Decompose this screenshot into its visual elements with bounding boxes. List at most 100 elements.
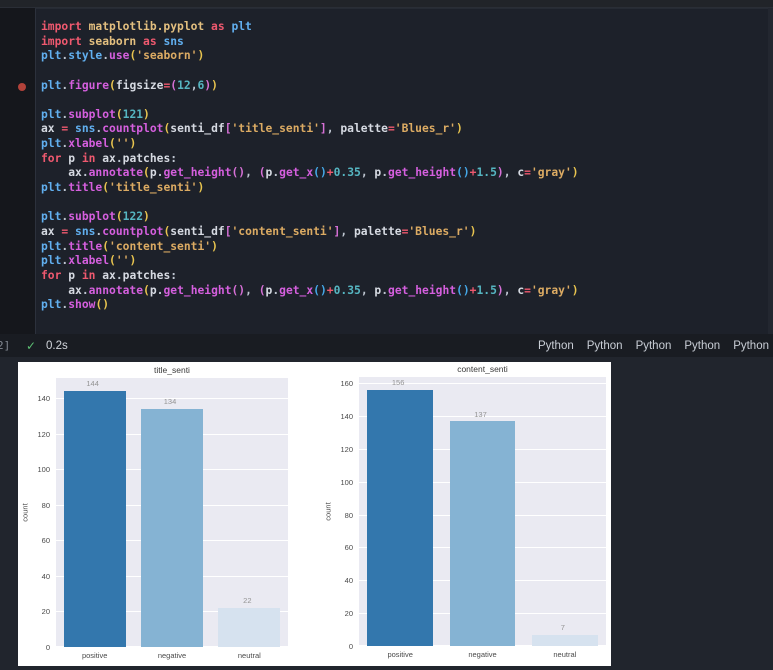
y-tick-label: 100 (340, 477, 353, 487)
execution-count: 2] (0, 339, 11, 352)
cell-output: title_senti count 0 20 40 60 80 100 120 140 144 pos… (0, 357, 773, 670)
code-line[interactable]: plt.title('content_senti') (41, 240, 579, 255)
bar-value-label: 134 (163, 396, 177, 406)
code-token: ( (115, 210, 123, 224)
code-line[interactable]: plt.show() (41, 298, 579, 313)
kernel-picker[interactable]: Python (537, 339, 574, 352)
code-token: ( (115, 107, 123, 121)
code-token: ) (455, 122, 463, 136)
bar (141, 408, 203, 647)
kernel-picker[interactable]: Python (733, 339, 769, 352)
breakpoint-icon[interactable] (18, 83, 26, 91)
code-token: 'seaborn' (136, 49, 198, 63)
code-token: , (360, 166, 375, 180)
code-token: ( (143, 283, 150, 297)
code-editor[interactable]: import matplotlib.pyplot as plt import se… (35, 8, 579, 313)
code-token: '' (115, 254, 130, 268)
code-line[interactable]: ax.annotate(p.get_height(), (p.get_x()+0… (41, 283, 578, 299)
code-token: . (272, 283, 280, 297)
code-line[interactable]: plt.subplot(121) (41, 108, 579, 123)
code-token: countplot (102, 122, 164, 136)
code-token: import (41, 20, 89, 33)
code-token: style (68, 49, 103, 63)
code-token: ( (258, 166, 266, 180)
y-tick-label: 100 (37, 465, 50, 475)
bar (367, 389, 434, 646)
bar-value-label: 22 (243, 596, 252, 606)
code-token: ) (143, 210, 150, 224)
code-token: , (503, 166, 518, 180)
code-line[interactable] (41, 64, 579, 79)
code-token: ) (197, 181, 205, 195)
code-token: 'Blues_r' (394, 122, 456, 136)
code-token: ) (204, 78, 212, 92)
code-token: ) (496, 283, 504, 297)
y-tick-label: 120 (37, 429, 50, 439)
code-token: , (503, 283, 518, 297)
code-line[interactable]: ax = sns.countplot(senti_df['content_sen… (41, 225, 579, 240)
cell-status-bar: 2] ✓ 0.2s Python Python Python Python Python (0, 334, 773, 357)
code-token: plt (41, 49, 62, 63)
y-tick-label: 20 (41, 607, 50, 617)
bar (449, 421, 516, 646)
matplotlib-figure: title_senti count 0 20 40 60 80 100 120 140 144 pos… (18, 362, 611, 666)
code-token: () (231, 166, 246, 180)
kernel-picker[interactable]: Python (586, 339, 623, 352)
code-line[interactable]: import matplotlib.pyplot as plt (41, 20, 579, 35)
code-token: ( (109, 137, 116, 151)
code-line[interactable]: plt.style.use('seaborn') (41, 49, 579, 64)
y-tick-label: 140 (37, 393, 50, 403)
code-line[interactable] (41, 93, 579, 108)
code-line[interactable]: ax.annotate(p.get_height(), (p.get_x()+0… (41, 166, 578, 181)
y-tick-label: 160 (340, 379, 353, 389)
code-token: . (81, 283, 89, 297)
code-token: = (387, 122, 395, 136)
code-token: p (149, 283, 157, 297)
code-token: ) (211, 239, 218, 253)
code-line[interactable] (41, 196, 579, 211)
code-token: c (517, 283, 525, 297)
code-token: = (524, 166, 531, 180)
code-token: 'content_senti' (109, 239, 212, 253)
code-line[interactable]: plt.figure(figsize=(12,6)) (41, 79, 579, 94)
code-line[interactable]: plt.xlabel('') (41, 137, 579, 152)
code-line[interactable]: import seaborn as sns (41, 35, 579, 50)
code-line[interactable]: for p in ax.patches: (41, 152, 579, 167)
code-line[interactable]: ax = sns.countplot(senti_df['title_senti… (41, 122, 579, 137)
y-tick-label: 60 (344, 543, 353, 553)
code-token: + (469, 166, 477, 180)
code-line[interactable]: plt.title('title_senti') (41, 181, 579, 196)
code-token: . (61, 254, 69, 268)
y-tick-label: 120 (340, 444, 353, 454)
code-token: + (326, 283, 334, 297)
code-token: plt (41, 239, 62, 253)
code-cell[interactable] (35, 8, 773, 334)
editor-scrollbar[interactable] (768, 8, 773, 334)
code-token: patches (122, 151, 171, 165)
code-line[interactable]: plt.subplot(122) (41, 210, 579, 225)
code-token: annotate (88, 283, 144, 297)
x-tick-label: negative (157, 651, 187, 660)
code-token: . (156, 283, 164, 297)
code-line[interactable]: for p in ax.patches: (41, 269, 579, 284)
code-token: ax (102, 151, 116, 165)
code-token: . (156, 166, 164, 180)
code-token: + (326, 166, 334, 180)
code-line[interactable]: plt.xlabel('') (41, 254, 579, 269)
code-token: . (95, 122, 103, 136)
code-token: ax (41, 224, 62, 238)
code-token: 0.35 (333, 166, 361, 180)
y-tick-label: 40 (41, 571, 50, 581)
kernel-picker[interactable]: Python (635, 339, 672, 352)
kernel-picker[interactable]: Python (684, 339, 721, 352)
code-token: plt (41, 181, 62, 195)
code-token: plt (41, 210, 62, 224)
code-token: () (313, 283, 327, 297)
code-token: ( (129, 49, 137, 63)
code-token: show (68, 298, 96, 312)
code-token: c (517, 166, 525, 180)
code-token: subplot (68, 107, 116, 121)
gridline (56, 397, 288, 399)
code-token: = (524, 283, 531, 297)
code-token: ax (41, 122, 62, 136)
